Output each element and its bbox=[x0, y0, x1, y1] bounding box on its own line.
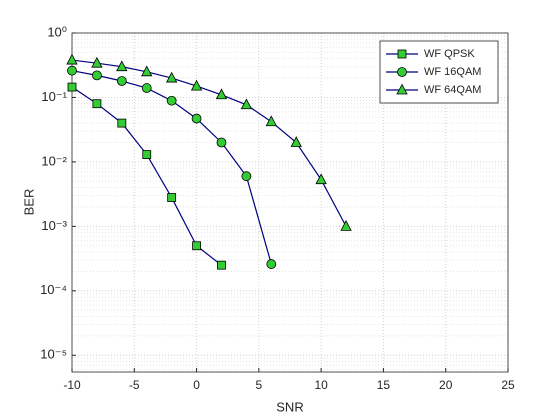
plot-frame bbox=[71, 32, 509, 373]
y-tick-label: 10⁻² bbox=[41, 153, 67, 168]
marker bbox=[92, 70, 102, 81]
x-axis-label: SNR bbox=[276, 399, 303, 414]
legend-label: WF 16QAM bbox=[424, 66, 481, 78]
legend-marker bbox=[397, 67, 407, 77]
marker bbox=[141, 65, 153, 77]
x-tick-label: 0 bbox=[193, 378, 200, 392]
marker bbox=[265, 115, 277, 127]
x-tick-label: 10 bbox=[314, 378, 328, 392]
y-axis-label: BER bbox=[21, 189, 36, 216]
x-tick-label: 5 bbox=[256, 378, 263, 392]
marker bbox=[117, 118, 127, 128]
marker bbox=[241, 171, 252, 182]
y-tick-label: 10⁻¹ bbox=[41, 89, 67, 104]
x-tick-label: 20 bbox=[439, 378, 453, 392]
marker bbox=[116, 60, 128, 72]
marker bbox=[67, 82, 77, 92]
marker bbox=[290, 136, 302, 147]
marker bbox=[217, 260, 226, 270]
marker bbox=[66, 53, 78, 65]
y-tick-label: 10⁻³ bbox=[41, 218, 67, 233]
marker bbox=[190, 79, 203, 91]
marker bbox=[191, 113, 202, 124]
x-tick-label: 25 bbox=[501, 378, 515, 392]
x-tick-label: 15 bbox=[377, 378, 391, 392]
y-tick-label: 10⁻⁵ bbox=[40, 347, 67, 362]
marker bbox=[91, 56, 103, 68]
marker bbox=[141, 83, 152, 93]
marker bbox=[166, 95, 177, 106]
y-tick-label: 10⁰ bbox=[47, 24, 67, 39]
marker bbox=[315, 173, 327, 185]
marker bbox=[340, 220, 352, 231]
marker bbox=[167, 193, 177, 202]
marker bbox=[116, 76, 127, 86]
x-tick-label: -5 bbox=[129, 378, 140, 392]
marker bbox=[192, 241, 201, 251]
marker bbox=[215, 88, 228, 100]
y-tick-label: 10⁻⁴ bbox=[40, 282, 67, 297]
x-tick-label: -10 bbox=[63, 378, 81, 392]
marker bbox=[165, 71, 178, 83]
series-line bbox=[71, 59, 347, 227]
marker bbox=[266, 259, 277, 269]
legend-label: WF QPSK bbox=[424, 48, 475, 60]
legend-label: WF 64QAM bbox=[424, 84, 481, 96]
marker bbox=[240, 98, 253, 110]
marker bbox=[142, 150, 152, 159]
marker bbox=[67, 65, 77, 76]
legend-marker bbox=[397, 49, 407, 59]
legend-marker bbox=[396, 83, 408, 95]
marker bbox=[92, 99, 102, 109]
marker bbox=[216, 137, 227, 148]
